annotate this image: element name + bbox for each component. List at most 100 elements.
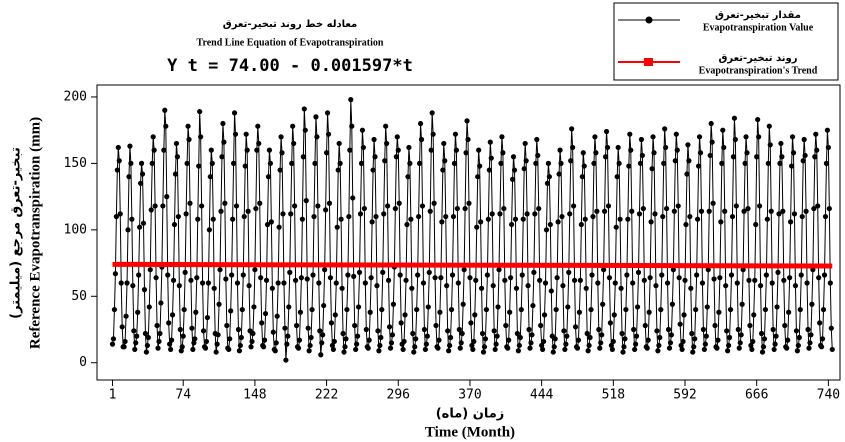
data-point — [626, 163, 632, 169]
data-point — [477, 163, 483, 169]
data-point — [316, 280, 322, 286]
data-point — [739, 301, 745, 307]
data-point — [800, 158, 806, 164]
data-point — [563, 341, 569, 347]
data-point — [429, 110, 435, 116]
data-point — [187, 200, 193, 206]
data-point — [424, 333, 430, 339]
data-point — [396, 200, 402, 206]
data-point — [668, 332, 675, 338]
data-point — [372, 154, 378, 160]
data-point — [519, 272, 525, 278]
data-point — [432, 275, 438, 281]
data-point — [251, 304, 257, 310]
data-point — [238, 334, 244, 341]
data-point — [829, 346, 835, 353]
data-point — [412, 344, 418, 350]
data-point — [199, 203, 205, 209]
data-point — [222, 200, 228, 206]
data-point — [393, 154, 399, 160]
data-point — [589, 272, 595, 278]
data-point — [640, 205, 646, 212]
data-point — [697, 150, 704, 156]
x-tick-label: 740 — [817, 388, 840, 403]
data-point — [705, 267, 711, 273]
data-point — [257, 200, 263, 206]
data-point — [491, 328, 497, 334]
data-point — [794, 348, 800, 354]
data-point — [565, 304, 571, 310]
data-point — [628, 147, 634, 153]
data-point — [588, 306, 594, 313]
data-point — [111, 306, 118, 313]
data-point — [678, 342, 684, 349]
chart-title-fa: معادله خط روند تبخیر-تعرق — [223, 19, 357, 30]
data-point — [575, 337, 582, 343]
data-point — [514, 330, 521, 337]
x-tick-label: 518 — [602, 388, 625, 403]
data-point — [116, 158, 122, 164]
data-point — [452, 131, 459, 137]
data-point — [179, 344, 185, 350]
data-point — [726, 334, 733, 341]
data-point — [501, 205, 507, 212]
data-point — [553, 306, 559, 313]
data-point — [756, 203, 763, 209]
data-point — [539, 342, 545, 349]
data-point — [590, 213, 596, 220]
data-point — [526, 326, 532, 333]
data-point — [784, 345, 790, 351]
data-point — [790, 150, 797, 156]
data-point — [761, 336, 768, 342]
data-point — [513, 285, 520, 291]
data-point — [404, 221, 410, 228]
data-point — [694, 272, 700, 278]
data-point — [774, 304, 780, 310]
data-point — [184, 160, 190, 167]
data-point — [461, 267, 467, 273]
data-point — [209, 160, 215, 167]
data-point — [354, 333, 361, 339]
data-point — [511, 167, 518, 173]
data-point — [507, 309, 513, 315]
data-point — [456, 326, 462, 333]
data-point — [596, 326, 602, 333]
data-point — [466, 200, 472, 206]
data-point — [572, 324, 579, 330]
data-point — [459, 330, 465, 337]
data-point — [544, 180, 551, 186]
data-point — [618, 285, 624, 291]
data-point — [318, 352, 324, 358]
data-point — [400, 346, 406, 353]
data-point — [791, 211, 798, 217]
data-point — [760, 344, 767, 350]
data-point — [798, 272, 804, 278]
data-point — [518, 306, 524, 313]
data-point — [625, 216, 631, 222]
data-point — [525, 283, 531, 289]
data-point — [737, 340, 743, 346]
data-point — [417, 120, 424, 127]
data-point — [172, 171, 179, 177]
data-point — [541, 312, 548, 318]
data-point — [764, 216, 770, 222]
data-point — [427, 208, 433, 214]
data-point — [303, 198, 309, 204]
data-point — [749, 346, 755, 353]
data-point — [447, 334, 454, 341]
data-point — [363, 326, 369, 333]
data-point — [337, 160, 343, 167]
data-point — [377, 342, 383, 349]
data-point — [255, 123, 261, 129]
data-point — [676, 275, 682, 281]
x-tick-label: 1 — [109, 388, 117, 403]
data-point — [591, 160, 597, 167]
data-point — [646, 309, 652, 315]
data-point — [528, 340, 534, 346]
data-point — [665, 326, 672, 333]
data-point — [235, 326, 242, 333]
data-point — [122, 338, 128, 345]
data-point — [651, 150, 657, 156]
legend-marker — [645, 16, 653, 24]
